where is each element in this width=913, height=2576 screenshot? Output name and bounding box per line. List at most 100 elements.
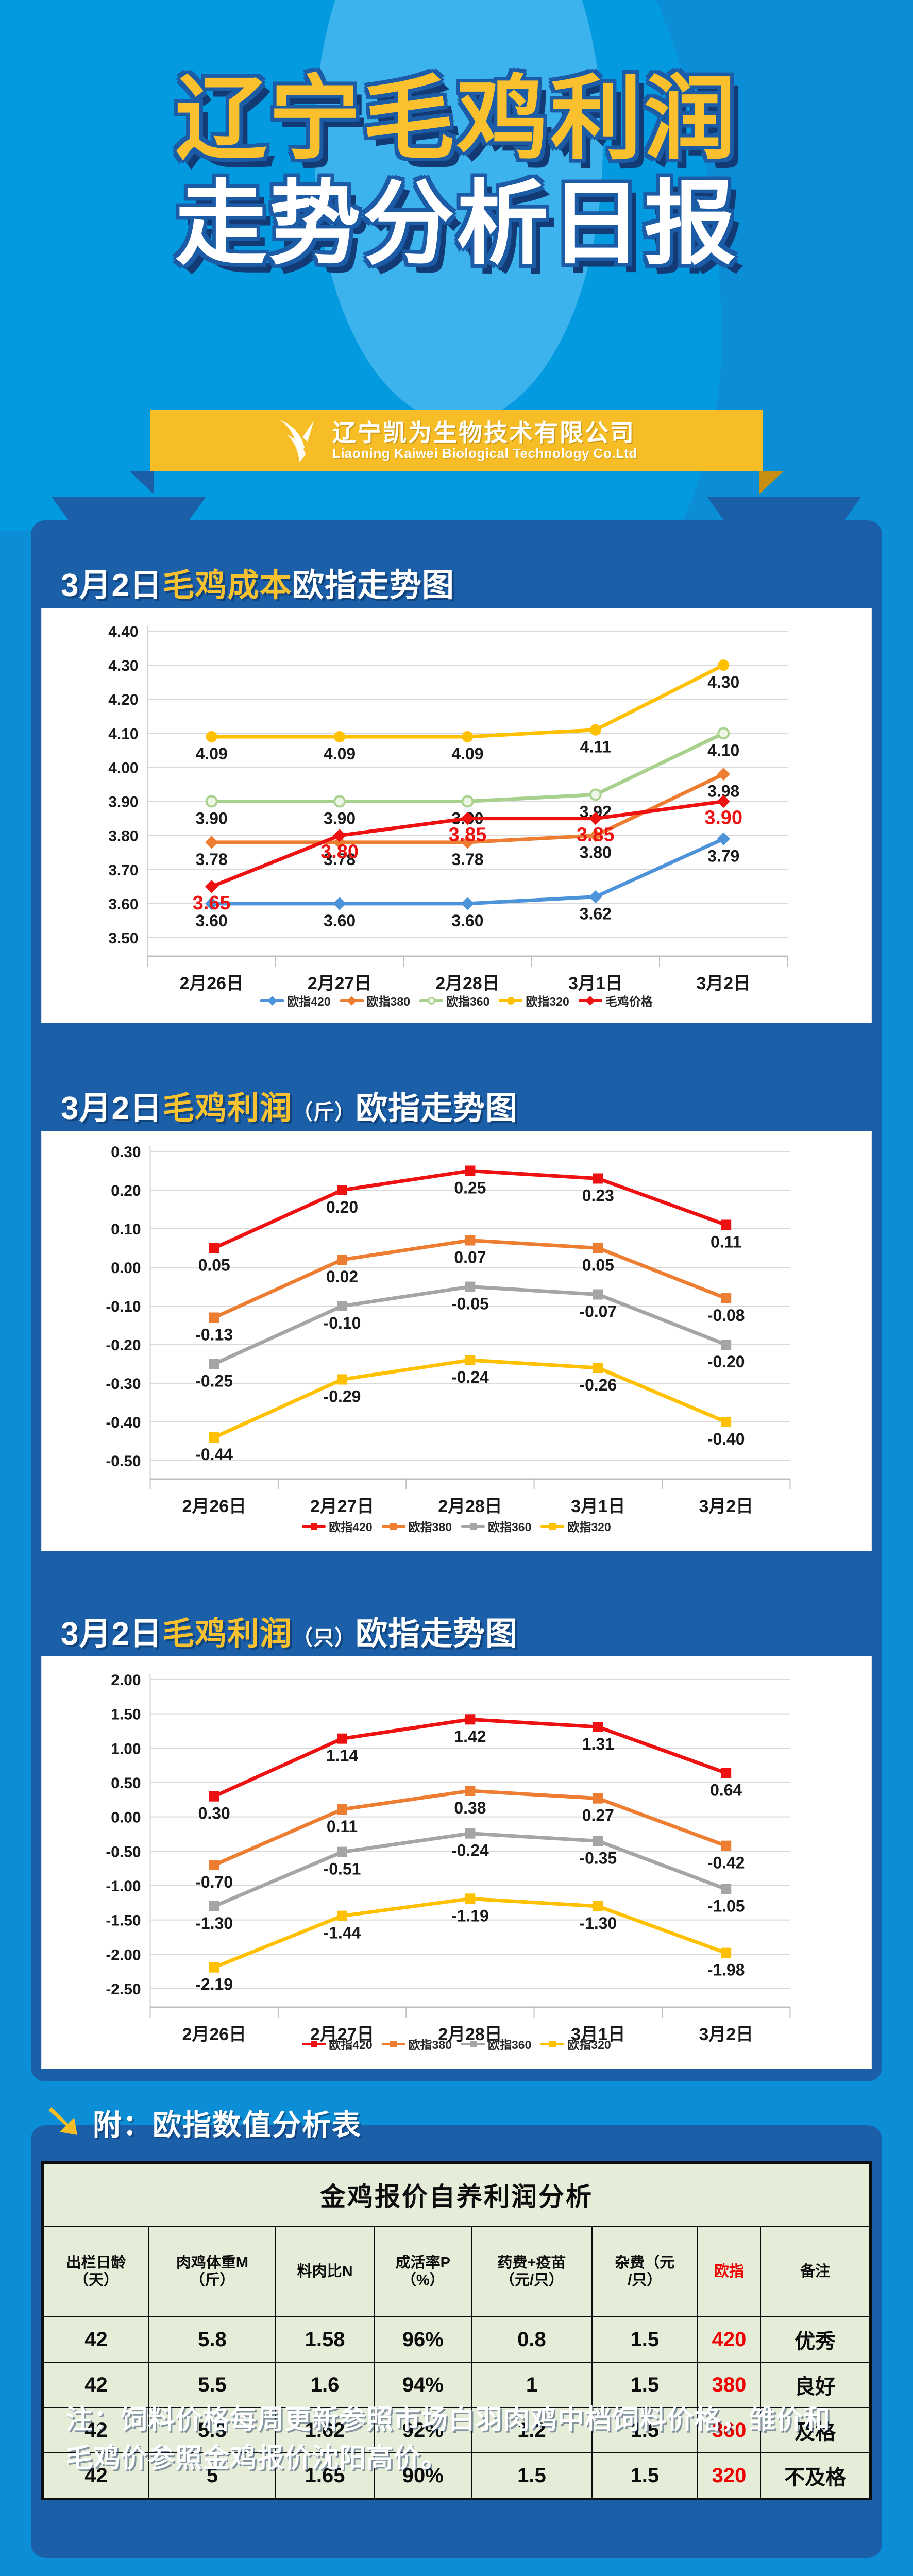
table-cell: 5 bbox=[148, 2452, 276, 2499]
table-cell: 1 bbox=[471, 2362, 593, 2408]
data-label: -1.30 bbox=[579, 1914, 617, 1933]
table-header-cell: 出栏日龄 （天） bbox=[42, 2226, 150, 2317]
legend-item[interactable]: 欧指360 bbox=[461, 1517, 531, 1535]
data-point-marker bbox=[721, 1840, 732, 1851]
chart-profit-zhi-plot: -2.50 -2.00 -1.50 -1.00 -0.50 0.00 0.50 1.00 1.5… bbox=[42, 1656, 871, 2069]
card-notch-left bbox=[52, 497, 206, 522]
legend-swatch-icon bbox=[419, 996, 443, 1005]
hero-title-line2: 走势分析日报 bbox=[175, 172, 738, 275]
table-row: 42 5 1.65 90% 1.5 1.5 320 不及格 bbox=[42, 2452, 870, 2499]
legend-item[interactable]: 欧指360 bbox=[419, 992, 489, 1009]
data-point-marker bbox=[465, 1355, 476, 1365]
data-point-marker bbox=[337, 1910, 348, 1921]
analysis-table: 金鸡报价自养利润分析 出栏日龄 （天） 肉鸡体重M （斤） 料肉比N 成活率P （%） 药费+疫… bbox=[42, 2163, 870, 2499]
data-label: 4.09 bbox=[196, 744, 228, 763]
data-point-marker bbox=[209, 1791, 219, 1802]
data-label: -0.10 bbox=[324, 1314, 361, 1332]
legend-item[interactable]: 欧指320 bbox=[540, 2035, 611, 2053]
data-point-marker bbox=[593, 1836, 603, 1846]
table-title-row: 金鸡报价自养利润分析 bbox=[43, 2163, 870, 2227]
data-point-marker bbox=[593, 1722, 603, 1732]
table-cell: 1.5 bbox=[471, 2452, 593, 2499]
data-point-marker bbox=[334, 731, 346, 742]
legend-item[interactable]: 欧指320 bbox=[540, 1517, 611, 1535]
legend-item[interactable]: 欧指380 bbox=[381, 2035, 452, 2053]
data-point-marker bbox=[721, 1340, 732, 1350]
data-label: 0.05 bbox=[198, 1256, 230, 1274]
data-point-marker bbox=[593, 1363, 603, 1373]
data-label: -1.98 bbox=[707, 1961, 745, 1979]
table-header-cell: 肉鸡体重M （斤） bbox=[148, 2226, 276, 2317]
analysis-table-wrapper: 金鸡报价自养利润分析 出栏日龄 （天） 肉鸡体重M （斤） 料肉比N 成活率P （%） 药费+疫… bbox=[41, 2161, 872, 2500]
data-point-marker bbox=[721, 1947, 732, 1958]
legend-swatch-icon bbox=[381, 1522, 405, 1530]
table-cell: 良好 bbox=[760, 2362, 870, 2408]
card-notch-right bbox=[707, 497, 861, 522]
data-point-marker bbox=[718, 659, 730, 671]
x-axis-tick: 3月1日 bbox=[571, 2025, 625, 2044]
data-point-marker bbox=[209, 1860, 219, 1870]
poster-hero: 辽宁毛鸡利润 走势分析日报 bbox=[0, 72, 913, 270]
data-point-marker bbox=[593, 1289, 603, 1300]
section2-sub: （斤） bbox=[292, 1101, 356, 1124]
legend-item[interactable]: 欧指360 bbox=[461, 2035, 531, 2053]
y-axis-tick: 4.40 bbox=[108, 623, 138, 640]
y-axis-tick: 0.00 bbox=[111, 1260, 141, 1277]
table-cell: 5.8 bbox=[148, 2316, 276, 2363]
legend-swatch-icon bbox=[381, 2040, 405, 2048]
data-point-marker bbox=[462, 731, 474, 742]
x-axis-tick: 2月27日 bbox=[310, 1497, 374, 1516]
data-point-marker bbox=[461, 897, 475, 910]
x-axis-tick: 3月1日 bbox=[568, 974, 622, 993]
legend-swatch-icon bbox=[302, 1522, 326, 1530]
y-axis-tick: -0.50 bbox=[106, 1843, 141, 1860]
data-point-marker bbox=[461, 811, 475, 825]
x-axis-tick: 3月2日 bbox=[699, 2025, 753, 2044]
data-point-marker bbox=[717, 727, 730, 740]
data-label: -1.19 bbox=[451, 1906, 489, 1925]
legend-item[interactable]: 欧指380 bbox=[381, 1517, 452, 1535]
y-axis-tick: -0.20 bbox=[106, 1337, 141, 1354]
legend-item[interactable]: 毛鸡价格 bbox=[578, 992, 653, 1009]
y-axis-tick: 3.70 bbox=[108, 862, 138, 879]
table-header-cell: 料肉比N bbox=[275, 2226, 375, 2317]
table-header-row: 出栏日龄 （天） 肉鸡体重M （斤） 料肉比N 成活率P （%） 药费+疫苗 （元/只） 杂费（元… bbox=[42, 2226, 870, 2317]
data-point-marker bbox=[717, 767, 730, 781]
data-point-marker bbox=[206, 731, 217, 742]
data-label: -2.19 bbox=[195, 1975, 233, 1994]
data-point-marker bbox=[721, 1768, 732, 1778]
legend-item[interactable]: 欧指320 bbox=[499, 992, 569, 1009]
data-label: 0.11 bbox=[711, 1232, 741, 1251]
legend-item[interactable]: 欧指380 bbox=[340, 992, 410, 1009]
data-label: 0.23 bbox=[582, 1186, 614, 1205]
legend-swatch-icon bbox=[499, 996, 523, 1005]
data-point-marker bbox=[593, 1901, 603, 1911]
x-axis-tick: 2月28日 bbox=[435, 974, 499, 993]
legend-swatch-icon bbox=[461, 1522, 485, 1530]
legend-item[interactable]: 欧指420 bbox=[302, 2035, 373, 2053]
legend-label: 欧指320 bbox=[526, 995, 569, 1008]
data-point-marker bbox=[205, 836, 218, 849]
data-point-marker bbox=[209, 1901, 219, 1911]
legend-item[interactable]: 欧指420 bbox=[302, 1517, 373, 1535]
table-cell: 1.58 bbox=[275, 2316, 375, 2363]
table-cell: 380 bbox=[697, 2362, 762, 2408]
legend-swatch-icon bbox=[302, 2040, 326, 2048]
data-point-marker bbox=[461, 836, 475, 849]
data-label: 3.90 bbox=[196, 809, 228, 828]
data-label: -0.40 bbox=[707, 1430, 745, 1448]
data-point-marker bbox=[721, 1293, 732, 1303]
y-axis-tick: -1.00 bbox=[106, 1878, 141, 1895]
legend-item[interactable]: 欧指420 bbox=[260, 992, 331, 1009]
data-point-marker bbox=[333, 897, 346, 910]
table-title: 金鸡报价自养利润分析 bbox=[43, 2163, 870, 2227]
y-axis-tick: 0.50 bbox=[111, 1775, 141, 1792]
y-axis-tick: 2.00 bbox=[111, 1672, 141, 1689]
data-label: 0.20 bbox=[326, 1198, 358, 1216]
company-ribbon: 辽宁凯为生物技术有限公司 Liaoning Kaiwei Biological … bbox=[150, 410, 763, 471]
data-label: 0.27 bbox=[582, 1806, 614, 1825]
data-point-marker bbox=[721, 1219, 732, 1230]
data-label: -0.13 bbox=[195, 1325, 233, 1344]
data-label: -0.08 bbox=[707, 1306, 745, 1325]
table-cell: 90% bbox=[374, 2452, 472, 2499]
